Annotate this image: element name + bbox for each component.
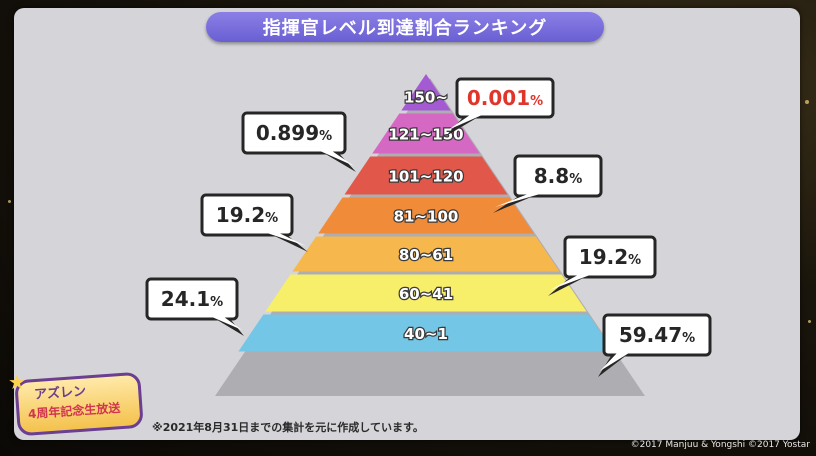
callout-unit: % <box>628 253 641 268</box>
callout-unit: % <box>319 129 332 144</box>
tier-label: 81~100 <box>394 208 459 226</box>
tier-label: 121~150 <box>388 126 463 144</box>
callout-box <box>200 193 294 237</box>
callout-value: 24.1% <box>161 287 223 311</box>
tier-label: 80~61 <box>399 246 453 264</box>
callout-pointer-fill <box>550 275 590 290</box>
callout-unit: % <box>265 211 278 226</box>
pyramid-tier <box>292 236 560 272</box>
callout-box <box>455 77 555 119</box>
star-icon: ★ <box>8 370 26 394</box>
tier-label: 101~120 <box>388 168 463 186</box>
title-bar: 指揮官レベル到達割合ランキング <box>206 12 604 42</box>
copyright: ©2017 Manjuu & Yongshi ©2017 Yostar <box>630 440 810 450</box>
background-sparkle <box>805 100 809 104</box>
tier-label: 40~1 <box>404 325 448 343</box>
callout-pointer-fill <box>212 317 242 330</box>
background-sparkle <box>8 200 11 203</box>
callout-pointer <box>446 113 485 136</box>
callout-pointer <box>317 149 356 172</box>
callout-pointer-fill <box>320 151 354 166</box>
event-logo: ★ アズレン 4周年記念生放送 <box>6 368 146 438</box>
callout-pointer-fill <box>448 115 482 130</box>
callout-pointer-fill <box>600 353 629 371</box>
callout-unit: % <box>530 94 543 109</box>
callout-pointer <box>548 273 593 296</box>
pyramid-tier <box>318 197 534 234</box>
pyramid-tier <box>238 314 614 352</box>
background-sparkle <box>808 320 811 323</box>
pyramid-tier <box>344 156 508 195</box>
tier-label: 150~ <box>404 89 448 107</box>
callout-pointer <box>598 351 632 377</box>
logo-line-1: アズレン <box>33 384 87 403</box>
callout-value: 8.8% <box>534 164 582 188</box>
callout-box <box>241 111 347 155</box>
callout-unit: % <box>569 172 582 187</box>
callout-unit: % <box>210 295 223 310</box>
pyramid-tier <box>372 113 480 154</box>
callout-pointer-fill <box>495 194 540 207</box>
callout-box <box>145 277 239 321</box>
pyramid-tier <box>401 74 451 111</box>
footnote: ※2021年8月31日までの集計を元に作成しています。 <box>152 421 424 434</box>
callout-unit: % <box>682 331 695 346</box>
callout-box <box>602 313 712 357</box>
tier-label: 60~41 <box>399 285 453 303</box>
callout-box <box>563 235 657 279</box>
callout-box <box>513 154 603 198</box>
callout-pointer-fill <box>267 233 306 246</box>
pyramid-tier <box>265 274 587 312</box>
page-title: 指揮官レベル到達割合ランキング <box>262 18 548 39</box>
